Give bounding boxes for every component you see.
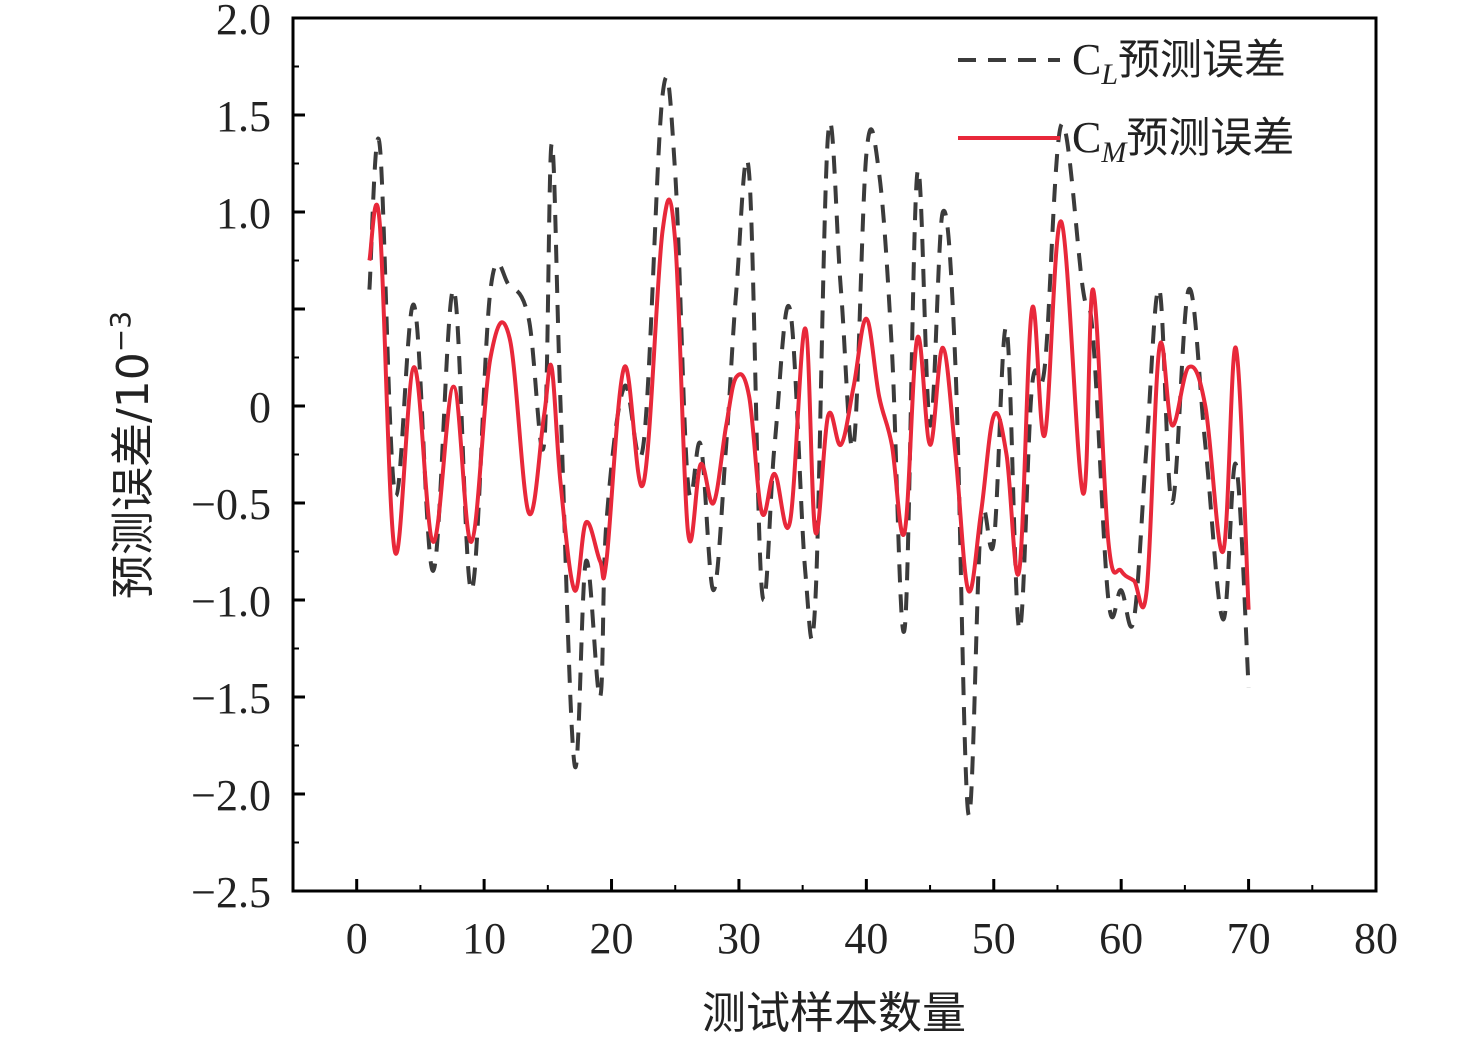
y-tick-label: −2.0 xyxy=(191,771,271,820)
y-axis-title-main: 预测误差/10 xyxy=(108,352,159,599)
x-tick-label: 60 xyxy=(1099,914,1143,963)
series-cl-line xyxy=(367,75,1251,818)
x-tick-label: 80 xyxy=(1354,914,1398,963)
legend-entry-cl: CL预测误差 xyxy=(958,35,1286,91)
y-axis-title-exponent: −3 xyxy=(104,311,137,352)
axis-ticks: 0 10 20 30 40 50 60 70 80 2.0 1.5 1.0 0 −0.5 −1.0 −1.5 −… xyxy=(191,0,1398,963)
y-tick-label: −1.5 xyxy=(191,674,271,723)
legend-label-cl-sub: L xyxy=(1100,58,1118,91)
y-tick-label: −1.0 xyxy=(191,577,271,626)
y-tick-label: 2.0 xyxy=(216,0,271,44)
legend-entry-cm: CM预测误差 xyxy=(958,113,1294,169)
y-tick-label: 1.5 xyxy=(216,92,271,141)
y-tick-label: −2.5 xyxy=(191,868,271,917)
x-tick-label: 0 xyxy=(346,914,368,963)
series-layer xyxy=(367,75,1251,818)
legend-label-cl-rest: 预测误差 xyxy=(1118,35,1286,84)
x-tick-label: 20 xyxy=(590,914,634,963)
legend-label-cl-main: C xyxy=(1072,35,1101,84)
x-tick-label: 50 xyxy=(972,914,1016,963)
x-tick-label: 40 xyxy=(844,914,888,963)
svg-text:预测误差/10−3: 预测误差/10−3 xyxy=(104,311,159,599)
x-tick-label: 10 xyxy=(462,914,506,963)
x-tick-label: 30 xyxy=(717,914,761,963)
legend-label-cm-main: C xyxy=(1072,113,1101,162)
svg-text:CL预测误差: CL预测误差 xyxy=(1072,35,1286,91)
x-tick-label: 70 xyxy=(1227,914,1271,963)
y-axis-title: 预测误差/10−3 xyxy=(104,311,159,599)
series-cm-line xyxy=(367,197,1251,610)
x-axis-title: 测试样本数量 xyxy=(702,988,966,1039)
legend-label-cm-rest: 预测误差 xyxy=(1126,113,1294,162)
legend: CL预测误差 CM预测误差 xyxy=(958,35,1294,169)
legend-label-cm-sub: M xyxy=(1100,136,1128,169)
svg-text:CM预测误差: CM预测误差 xyxy=(1072,113,1294,169)
y-tick-label: −0.5 xyxy=(191,480,271,529)
y-tick-label: 1.0 xyxy=(216,189,271,238)
y-tick-label: 0 xyxy=(249,383,271,432)
